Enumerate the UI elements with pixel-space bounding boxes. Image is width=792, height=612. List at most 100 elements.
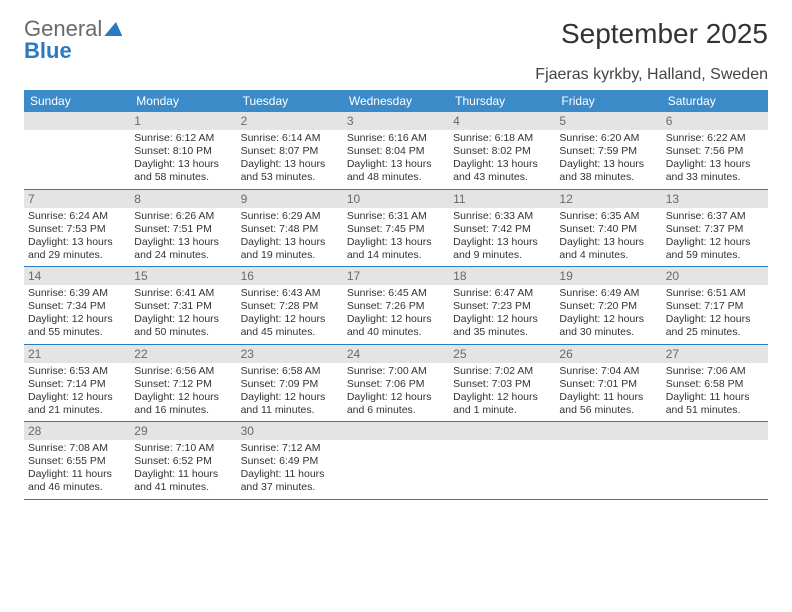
sunrise-text: Sunrise: 6:56 AM [134,365,232,378]
day-cell: Sunrise: 7:06 AMSunset: 6:58 PMDaylight:… [662,363,768,422]
sunset-text: Sunset: 7:53 PM [28,223,126,236]
sunset-text: Sunset: 7:34 PM [28,300,126,313]
sunset-text: Sunset: 6:52 PM [134,455,232,468]
sunrise-text: Sunrise: 6:37 AM [666,210,764,223]
week-row: 21222324252627 Sunrise: 6:53 AM Sunset: 7:… [24,345,768,423]
day-number: 20 [662,267,768,285]
daylight-text: Daylight: 12 hours and 11 minutes. [241,391,339,417]
sunset-text: Sunset: 7:03 PM [453,378,551,391]
day-number: 8 [130,190,236,208]
dow-friday: Friday [555,90,661,112]
daylight-text: Daylight: 12 hours and 25 minutes. [666,313,764,339]
day-cell: Sunrise: 6:58 AMSunset: 7:09 PMDaylight:… [237,363,343,422]
day-cell: Sunrise: 6:14 AMSunset: 8:07 PMDaylight:… [237,130,343,189]
day-number: 12 [555,190,661,208]
daylight-text: Daylight: 11 hours and 41 minutes. [134,468,232,494]
day-number: 6 [662,112,768,130]
sunrise-text: Sunrise: 6:43 AM [241,287,339,300]
daylight-text: Daylight: 12 hours and 1 minute. [453,391,551,417]
daylight-text: Daylight: 12 hours and 50 minutes. [134,313,232,339]
sunset-text: Sunset: 8:02 PM [453,145,551,158]
day-cell: Sunrise: 6:26 AMSunset: 7:51 PMDaylight:… [130,208,236,267]
sunrise-text: Sunrise: 6:22 AM [666,132,764,145]
sunrise-text: Sunrise: 6:45 AM [347,287,445,300]
daynum-row: 21222324252627 [24,345,768,363]
daylight-text: Daylight: 13 hours and 24 minutes. [134,236,232,262]
day-cell: Sunrise: 6:51 AMSunset: 7:17 PMDaylight:… [662,285,768,344]
day-number: 23 [237,345,343,363]
sunset-text: Sunset: 6:55 PM [28,455,126,468]
day-cell: Sunrise: 7:00 AMSunset: 7:06 PMDaylight:… [343,363,449,422]
sunrise-text: Sunrise: 6:53 AM [28,365,126,378]
daynum-row: 78910111213 [24,190,768,208]
daylight-text: Daylight: 13 hours and 53 minutes. [241,158,339,184]
logo-text-blue: Blue [24,38,72,63]
header: General Blue September 2025 [24,18,768,62]
sunrise-text: Sunrise: 6:47 AM [453,287,551,300]
sunrise-text: Sunrise: 7:08 AM [28,442,126,455]
day-number: 1 [130,112,236,130]
sunrise-text: Sunrise: 6:24 AM [28,210,126,223]
day-number: 26 [555,345,661,363]
sunset-text: Sunset: 7:17 PM [666,300,764,313]
day-cell: Sunrise: 6:20 AMSunset: 7:59 PMDaylight:… [555,130,661,189]
day-cell: Sunrise: 6:22 AMSunset: 7:56 PMDaylight:… [662,130,768,189]
location-label: Fjaeras kyrkby, Halland, Sweden [24,66,768,84]
day-cell: Sunrise: 6:39 AMSunset: 7:34 PMDaylight:… [24,285,130,344]
day-cell [555,440,661,499]
sunrise-text: Sunrise: 7:04 AM [559,365,657,378]
logo-triangle-icon [104,22,122,36]
calendar: Sunday Monday Tuesday Wednesday Thursday… [24,90,768,500]
sunrise-text: Sunrise: 7:12 AM [241,442,339,455]
sunrise-text: Sunrise: 7:06 AM [666,365,764,378]
sunrise-text: Sunrise: 6:16 AM [347,132,445,145]
daylight-text: Daylight: 13 hours and 4 minutes. [559,236,657,262]
sunset-text: Sunset: 7:09 PM [241,378,339,391]
day-number [24,112,130,130]
daylight-text: Daylight: 12 hours and 35 minutes. [453,313,551,339]
week-row: 123456Sunrise: 6:12 AMSunset: 8:10 PMDay… [24,112,768,190]
daylight-text: Daylight: 12 hours and 30 minutes. [559,313,657,339]
day-number [449,422,555,440]
daybody-row: Sunrise: 6:12 AMSunset: 8:10 PM Daylight:… [24,130,768,190]
day-number: 30 [237,422,343,440]
sunset-text: Sunset: 7:48 PM [241,223,339,236]
daylight-text: Daylight: 13 hours and 38 minutes. [559,158,657,184]
sunrise-text: Sunrise: 6:33 AM [453,210,551,223]
daylight-text: Daylight: 13 hours and 33 minutes. [666,158,764,184]
daylight-text: Daylight: 12 hours and 16 minutes. [134,391,232,417]
day-number [343,422,449,440]
day-number: 22 [130,345,236,363]
daylight-text: Daylight: 13 hours and 43 minutes. [453,158,551,184]
day-cell: Sunrise: 6:29 AMSunset: 7:48 PMDaylight:… [237,208,343,267]
daynum-row: 14151617181920 [24,267,768,285]
sunset-text: Sunset: 7:56 PM [666,145,764,158]
day-number [555,422,661,440]
sunset-text: Sunset: 7:12 PM [134,378,232,391]
day-cell: Sunrise: 7:02 AMSunset: 7:03 PMDaylight:… [449,363,555,422]
day-number: 4 [449,112,555,130]
sunrise-text: Sunrise: 6:35 AM [559,210,657,223]
daylight-text: Daylight: 11 hours and 46 minutes. [28,468,126,494]
daylight-text: Daylight: 13 hours and 29 minutes. [28,236,126,262]
day-cell [449,440,555,499]
week-row: 14151617181920Sunrise: 6:39 AMSunset: 7:… [24,267,768,345]
dow-sunday: Sunday [24,90,130,112]
sunrise-text: Sunrise: 6:12 AM [134,132,232,145]
dow-monday: Monday [130,90,236,112]
sunset-text: Sunset: 8:10 PM [134,145,232,158]
day-cell: Sunrise: 7:04 AMSunset: 7:01 PMDaylight:… [555,363,661,422]
sunset-text: Sunset: 7:31 PM [134,300,232,313]
day-cell: Sunrise: 7:08 AMSunset: 6:55 PMDaylight:… [24,440,130,499]
dow-wednesday: Wednesday [343,90,449,112]
day-cell: Sunrise: 6:41 AMSunset: 7:31 PMDaylight:… [130,285,236,344]
sunset-text: Sunset: 7:01 PM [559,378,657,391]
sunrise-text: Sunrise: 6:58 AM [241,365,339,378]
day-number: 19 [555,267,661,285]
sunrise-text: Sunrise: 6:39 AM [28,287,126,300]
daylight-text: Daylight: 11 hours and 51 minutes. [666,391,764,417]
sunset-text: Sunset: 7:51 PM [134,223,232,236]
day-number: 16 [237,267,343,285]
daylight-text: Daylight: 11 hours and 56 minutes. [559,391,657,417]
day-cell: Sunrise: 6:35 AMSunset: 7:40 PMDaylight:… [555,208,661,267]
